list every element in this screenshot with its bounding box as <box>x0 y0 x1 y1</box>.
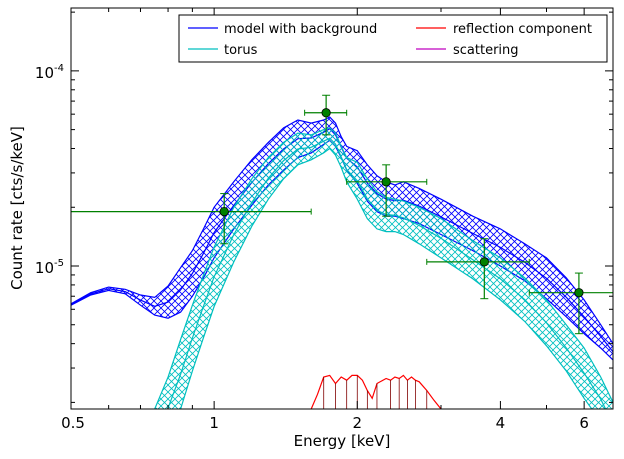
legend-label-torus: torus <box>224 43 258 58</box>
plot-frame <box>70 7 614 410</box>
model-with-background-band <box>71 117 613 360</box>
data-point-0 <box>219 207 229 217</box>
torus-upper-line <box>154 127 613 409</box>
legend-label-scattering: scattering <box>453 43 519 58</box>
y-axis-labels: 10-5 10-4 <box>35 63 64 277</box>
data-point-4 <box>574 288 584 298</box>
legend-label-reflection: reflection component <box>453 22 592 37</box>
legend-box <box>178 14 608 63</box>
x-tick-label-0.5: 0.5 <box>61 414 85 432</box>
data-point-2 <box>381 177 391 187</box>
model-with-background-upper-line <box>71 116 613 345</box>
legend-label-model: model with background <box>224 22 377 37</box>
reflection-component-line <box>310 374 442 409</box>
x-axis-labels: 0.5 1 2 4 6 <box>61 414 589 432</box>
x-axis-title: Energy [keV] <box>294 432 391 450</box>
x-tick-label-4: 4 <box>496 414 506 432</box>
data-points-layer <box>71 94 613 335</box>
x-tick-label-6: 6 <box>579 414 589 432</box>
y-tick-label-1e-4: 10-4 <box>35 63 64 82</box>
y-axis-title: Count rate [cts/s/keV] <box>8 126 26 290</box>
data-point-1 <box>321 108 331 118</box>
axis-ticks <box>70 8 613 409</box>
data-point-3 <box>479 257 489 267</box>
series-layer <box>71 116 613 409</box>
x-tick-label-1: 1 <box>209 414 219 432</box>
legend: model with background reflection compone… <box>178 14 608 63</box>
x-tick-label-2: 2 <box>352 414 362 432</box>
torus-line <box>166 137 607 409</box>
y-tick-label-1e-5: 10-5 <box>35 258 64 277</box>
